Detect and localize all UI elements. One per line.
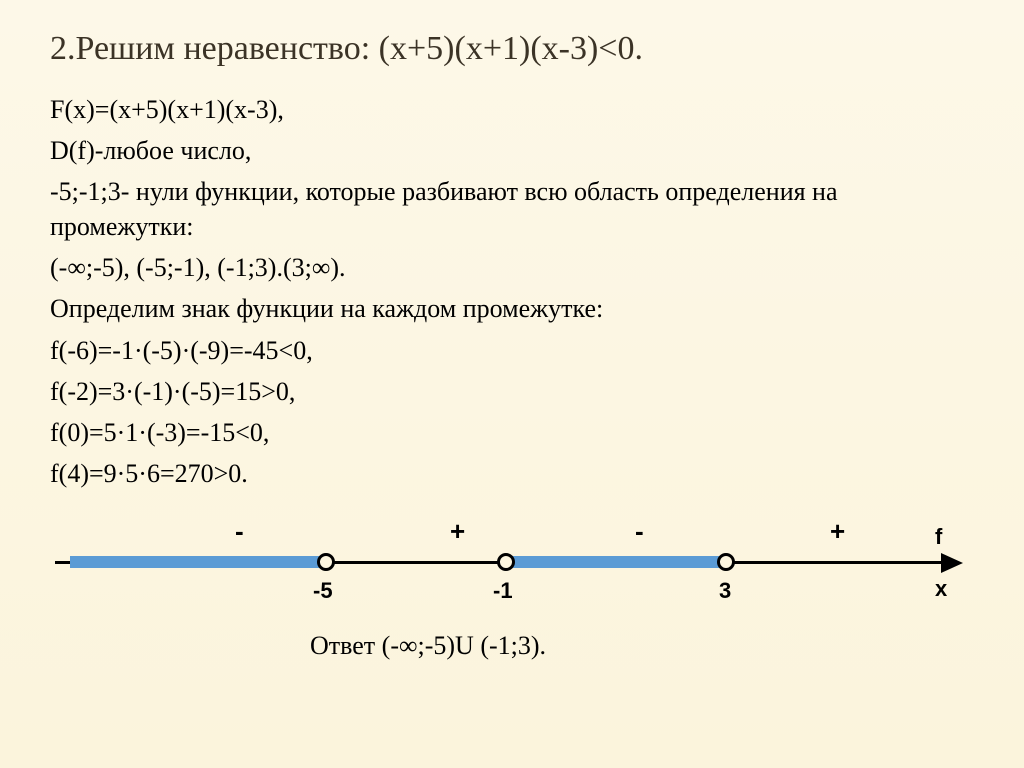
tick-label: 3 bbox=[719, 578, 731, 604]
interval-sign: - bbox=[235, 516, 244, 547]
open-point-icon bbox=[497, 553, 515, 571]
slide-title: 2.Решим неравенство: (х+5)(х+1)(х-3)<0. bbox=[50, 30, 974, 68]
interval-bar bbox=[505, 556, 730, 568]
text-line: F(x)=(x+5)(x+1)(x-3), bbox=[50, 92, 974, 127]
open-point-icon bbox=[317, 553, 335, 571]
text-line: -5;-1;3- нули функции, которые разбивают… bbox=[50, 174, 974, 244]
interval-sign: + bbox=[450, 516, 465, 547]
text-line: f(0)=5·1·(-3)=-15<0, bbox=[50, 415, 974, 450]
axis-arrow-icon bbox=[941, 553, 963, 573]
text-line: Определим знак функции на каждом промежу… bbox=[50, 291, 974, 326]
tick-label: -5 bbox=[313, 578, 333, 604]
axis-label-x: x bbox=[935, 576, 947, 602]
answer-text: Ответ (-∞;-5)U (-1;3). bbox=[310, 631, 974, 661]
text-line: f(-6)=-1·(-5)·(-9)=-45<0, bbox=[50, 333, 974, 368]
interval-bar bbox=[70, 556, 330, 568]
interval-sign: + bbox=[830, 516, 845, 547]
text-line: f(-2)=3·(-1)·(-5)=15>0, bbox=[50, 374, 974, 409]
number-line-diagram: - + - + -5 -1 3 f x bbox=[55, 506, 975, 626]
interval-sign: - bbox=[635, 516, 644, 547]
tick-label: -1 bbox=[493, 578, 513, 604]
text-line: (-∞;-5), (-5;-1), (-1;3).(3;∞). bbox=[50, 250, 974, 285]
open-point-icon bbox=[717, 553, 735, 571]
axis-label-f: f bbox=[935, 524, 942, 550]
text-line: D(f)-любое число, bbox=[50, 133, 974, 168]
text-line: f(4)=9·5·6=270>0. bbox=[50, 456, 974, 491]
